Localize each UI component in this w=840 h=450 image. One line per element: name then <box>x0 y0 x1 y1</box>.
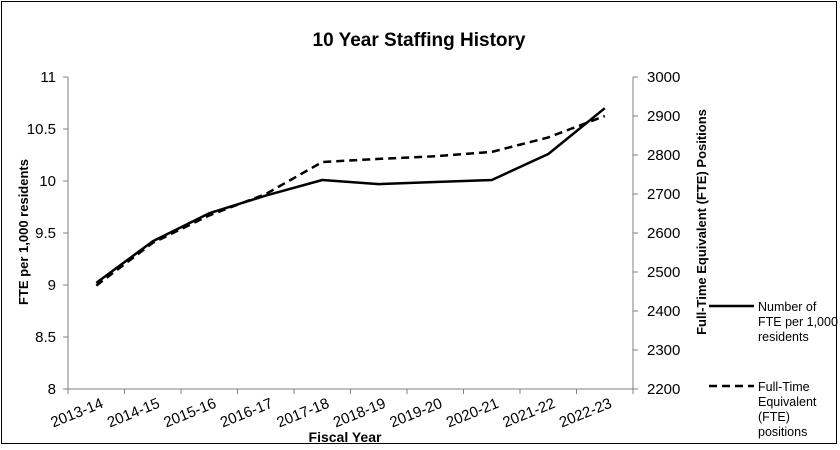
y2-tick-label: 2200 <box>647 381 680 398</box>
x-tick-label: 2020-21 <box>444 395 501 431</box>
x-tick-label: 2019-20 <box>387 395 444 431</box>
x-tick-label: 2016-17 <box>218 395 275 431</box>
x-tick-label: 2014-15 <box>105 395 162 431</box>
y2-axis-title: Full-Time Equivalent (FTE) Positions <box>694 109 709 335</box>
y-tick-label: 8.5 <box>35 329 56 346</box>
x-tick-label: 2018-19 <box>331 395 388 431</box>
legend-label-fte-per-1000: Number of FTE per 1,000 residents <box>758 300 838 344</box>
x-tick-label: 2017-18 <box>274 395 331 431</box>
y-tick-label: 9.5 <box>35 225 56 242</box>
y2-tick-label: 2500 <box>647 264 680 281</box>
staffing-chart: 10 Year Staffing History 8 8.5 9 9.5 10 10.5 1… <box>16 30 838 445</box>
fte-per-1000-line <box>95 107 606 284</box>
y-tick-label: 10 <box>39 173 56 190</box>
plot-axes <box>67 77 634 390</box>
y2-tick-label: 2700 <box>647 186 680 203</box>
y2-tick-label: 2400 <box>647 303 680 320</box>
y-tick-label: 9 <box>48 277 56 294</box>
y2-tick-label: 2300 <box>647 342 680 359</box>
legend-label-fte-positions: Full-Time Equivalent (FTE) positions <box>758 380 820 439</box>
x-tick-label: 2021-22 <box>500 395 557 431</box>
fte-positions-line <box>95 114 606 287</box>
y2-tick-label: 3000 <box>647 69 680 86</box>
x-tick-label: 2015-16 <box>161 395 218 431</box>
y2-tick-label: 2800 <box>647 147 680 164</box>
x-axis-title: Fiscal Year <box>309 429 382 445</box>
y-axis-title: FTE per 1,000 residents <box>16 159 31 305</box>
y-tick-label: 10.5 <box>27 121 56 138</box>
y-tick-label: 11 <box>40 69 56 86</box>
x-tick-label: 2022-23 <box>557 395 614 431</box>
y2-tick-label: 2900 <box>647 108 680 125</box>
y-tick-label: 8 <box>48 381 56 398</box>
legend: Number of FTE per 1,000 residents Full-T… <box>709 300 838 439</box>
series-lines <box>95 107 606 287</box>
y2-tick-label: 2600 <box>647 225 680 242</box>
x-tick-label: 2013-14 <box>48 395 105 431</box>
chart-title: 10 Year Staffing History <box>313 30 526 51</box>
